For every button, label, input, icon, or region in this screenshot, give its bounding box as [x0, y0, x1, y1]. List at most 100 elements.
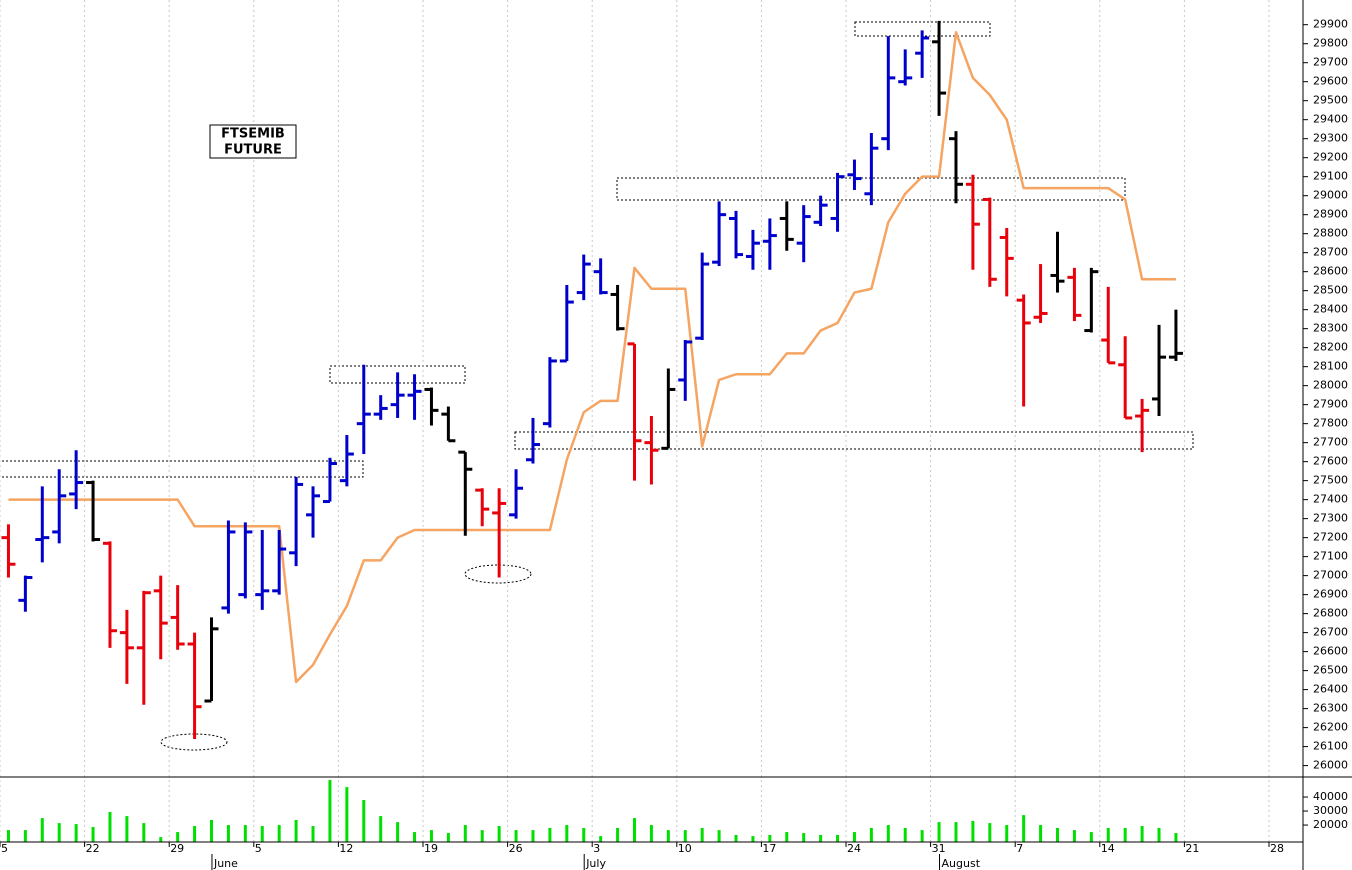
y-tick-label: 27900 [1313, 398, 1348, 411]
x-tick-label: 28 [1270, 842, 1284, 855]
y-tick-label: 26600 [1313, 645, 1348, 658]
y-tick-label: 28400 [1313, 303, 1348, 316]
volume-bar [548, 827, 552, 842]
volume-bar [565, 825, 569, 842]
y-tick-label: 26100 [1313, 740, 1348, 753]
x-tick-label: 26 [509, 842, 523, 855]
y-tick-label: 29200 [1313, 151, 1348, 164]
volume-bar [1056, 827, 1059, 842]
volume-bar [1157, 827, 1161, 842]
y-tick-label: 26200 [1313, 721, 1348, 734]
y-tick-label: 29900 [1313, 18, 1348, 31]
y-tick-label: 28900 [1313, 208, 1348, 221]
signal-line [8, 31, 1176, 684]
y-tick-label: 29100 [1313, 170, 1348, 183]
volume-bar [1174, 833, 1178, 842]
y-tick-label: 27200 [1313, 531, 1348, 544]
x-tick-label: 5 [1, 842, 8, 855]
y-tick-label: 26500 [1313, 664, 1348, 677]
x-tick-label: 12 [339, 842, 353, 855]
annotation: FTSEMIB [221, 127, 285, 142]
volume-bar [57, 823, 61, 842]
month-label: June [213, 857, 238, 870]
y-tick-label: 26400 [1313, 683, 1348, 696]
y-tick-label: 27300 [1313, 512, 1348, 525]
x-tick-label: 5 [255, 842, 262, 855]
volume-bar [108, 812, 112, 842]
volume-bar [362, 799, 366, 842]
volume-bar [649, 825, 653, 842]
volume-bar [616, 827, 620, 842]
annotation: FUTURE [224, 143, 282, 158]
y-tick-label: 26700 [1313, 626, 1348, 639]
volume-bar [633, 818, 636, 842]
volume-bar [193, 826, 197, 842]
y-tick-label: 27400 [1313, 493, 1348, 506]
y-tick-label: 27100 [1313, 550, 1348, 563]
volume-bar [396, 822, 400, 842]
y-tick-label: 28700 [1313, 246, 1348, 259]
x-tick-label: 21 [1185, 842, 1199, 855]
volume-bar [379, 816, 383, 842]
volume-bar [988, 823, 992, 842]
x-tick-label: 7 [1016, 842, 1023, 855]
volume-bar [700, 827, 704, 842]
volume-bar [226, 825, 230, 842]
volume-bar [869, 827, 873, 842]
month-label: August [942, 857, 981, 870]
volume-bar [260, 826, 264, 842]
y-tick-label: 28100 [1313, 360, 1348, 373]
volume-bar [768, 834, 772, 842]
x-tick-label: 17 [762, 842, 776, 855]
volume-bar [836, 834, 840, 842]
volume-bar [243, 825, 247, 842]
volume-bar [920, 830, 924, 842]
x-tick-label: 19 [424, 842, 438, 855]
volume-bar [429, 830, 433, 842]
volume-bar [937, 822, 941, 842]
volume-bar [311, 826, 315, 842]
y-tick-label: 27600 [1313, 455, 1348, 468]
y-tick-label: 28800 [1313, 227, 1348, 240]
volume-bar [176, 832, 180, 842]
volume-bar [159, 837, 163, 842]
y-tick-label: 29400 [1313, 113, 1348, 126]
y-tick-label: 26900 [1313, 588, 1348, 601]
volume-bar [514, 830, 518, 842]
volume-bar [819, 834, 823, 842]
support-zone [0, 460, 364, 478]
volume-bar [446, 833, 450, 842]
volume-bar [531, 830, 535, 842]
x-tick-label: 24 [847, 842, 861, 855]
y-tick-label: 27500 [1313, 474, 1348, 487]
volume-bar [1039, 825, 1043, 842]
volume-bar [23, 830, 27, 842]
volume-bar [1005, 825, 1009, 842]
volume-bar [1123, 827, 1127, 842]
volume-bar [582, 827, 586, 842]
volume-bar [125, 816, 129, 842]
volume-bar [210, 820, 213, 842]
support-zone [514, 431, 1194, 450]
x-tick-label: 14 [1101, 842, 1115, 855]
x-tick-label: 29 [170, 842, 184, 855]
volume-bar [497, 826, 501, 842]
y-tick-label: 29800 [1313, 37, 1348, 50]
volume-bar [785, 832, 789, 842]
volume-tick-label: 30000 [1313, 804, 1348, 817]
volume-bar [1140, 826, 1144, 842]
y-tick-label: 28300 [1313, 322, 1348, 335]
y-tick-label: 29600 [1313, 75, 1348, 88]
volume-bar [886, 825, 890, 842]
volume-bar [480, 830, 484, 842]
volume-bar [328, 780, 332, 842]
y-tick-label: 27000 [1313, 569, 1348, 582]
y-tick-label: 26800 [1313, 607, 1348, 620]
volume-bar [345, 787, 349, 842]
volume-bar [717, 830, 721, 842]
volume-bar [599, 836, 603, 842]
y-tick-label: 26000 [1313, 759, 1348, 772]
volume-bar [971, 820, 975, 842]
y-tick-label: 26300 [1313, 702, 1348, 715]
